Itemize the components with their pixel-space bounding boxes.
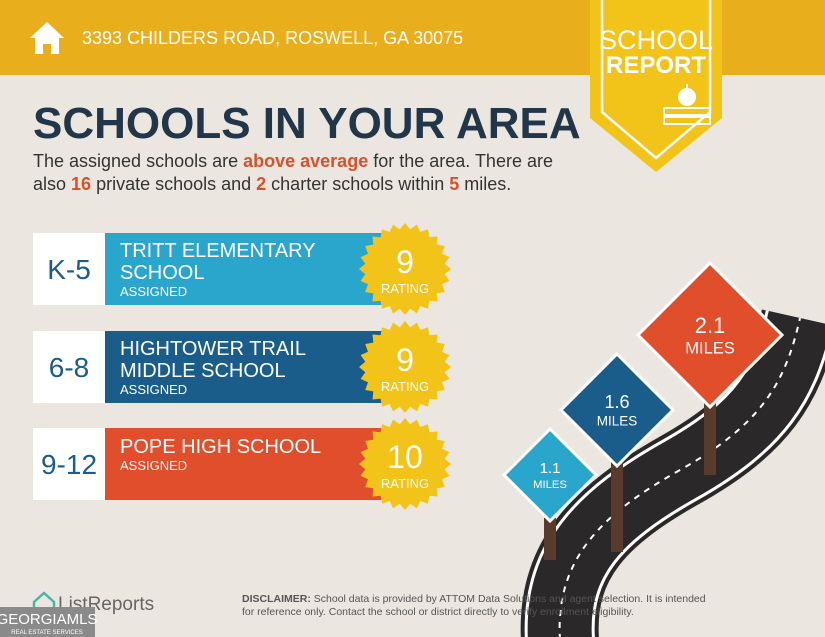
distance-unit: MILES xyxy=(533,479,567,491)
grades: K-5 xyxy=(47,254,91,285)
status: ASSIGNED xyxy=(120,382,187,397)
intro-text: for the area. There are xyxy=(368,151,553,171)
road xyxy=(520,309,825,637)
grades: 9-12 xyxy=(41,449,97,480)
disclaimer-label: DISCLAIMER: xyxy=(242,593,311,605)
distance: 2.1 xyxy=(695,313,726,338)
rating: 9 xyxy=(396,244,414,280)
mls-sub: REAL ESTATE SERVICES xyxy=(11,630,82,636)
school-name: SCHOOL xyxy=(120,262,204,284)
address: 3393 CHILDERS ROAD, ROSWELL, GA 30075 xyxy=(82,28,463,48)
status: ASSIGNED xyxy=(120,284,187,299)
rating-label: RATING xyxy=(381,281,429,296)
school-name: POPE HIGH SCHOOL xyxy=(120,436,321,458)
intro-line: The assigned schools are above average f… xyxy=(33,151,553,171)
distance: 1.1 xyxy=(540,460,561,477)
rating-burst xyxy=(359,321,451,413)
badge-line2: REPORT xyxy=(606,52,706,79)
badge-border xyxy=(600,0,712,160)
disclaimer: DISCLAIMER: School data is provided by A… xyxy=(242,593,706,605)
school-name: HIGHTOWER TRAIL xyxy=(120,338,306,360)
sign-post xyxy=(611,462,623,552)
mls-box xyxy=(0,607,95,637)
school-name: TRITT ELEMENTARY xyxy=(120,240,316,262)
badge-line1: SCHOOL xyxy=(599,25,713,55)
status: ASSIGNED xyxy=(120,458,187,473)
sign-post xyxy=(544,518,556,560)
distance: 1.6 xyxy=(604,392,629,412)
school-name: MIDDLE SCHOOL xyxy=(120,360,286,382)
rating-burst xyxy=(359,418,451,510)
disclaimer: for reference only. Contact the school o… xyxy=(242,606,634,618)
intro-highlight: 16 xyxy=(71,174,91,194)
intro-text: miles. xyxy=(459,174,511,194)
intro-text: The assigned schools are xyxy=(33,151,243,171)
rating: 9 xyxy=(396,342,414,378)
rating-burst xyxy=(359,223,451,315)
rating-label: RATING xyxy=(381,476,429,491)
grade-box xyxy=(33,428,105,500)
distance-unit: MILES xyxy=(597,413,638,428)
disclaimer-text: School data is provided by ATTOM Data So… xyxy=(311,593,706,605)
grade-box xyxy=(33,233,105,305)
sign-post xyxy=(704,400,716,475)
sign xyxy=(558,351,676,469)
intro-highlight: 5 xyxy=(449,174,459,194)
school-bar xyxy=(105,331,387,403)
house-icon xyxy=(30,22,64,54)
grades: 6-8 xyxy=(49,352,89,383)
mls: GEORGIAMLS xyxy=(0,611,97,628)
intro-text: charter schools within xyxy=(266,174,449,194)
rating-label: RATING xyxy=(381,379,429,394)
intro-highlight: 2 xyxy=(256,174,266,194)
grade-box xyxy=(33,331,105,403)
school-bar xyxy=(105,233,387,305)
apple-book-icon xyxy=(663,84,711,125)
school-bar xyxy=(105,428,387,500)
rating: 10 xyxy=(387,439,423,475)
intro-text: private schools and xyxy=(91,174,256,194)
title: SCHOOLS IN YOUR AREA xyxy=(33,99,581,148)
intro-highlight: above average xyxy=(243,151,368,171)
sign xyxy=(635,260,785,410)
sign xyxy=(501,426,599,524)
intro-line: also 16 private schools and 2 charter sc… xyxy=(33,174,511,194)
intro-text: also xyxy=(33,174,71,194)
distance-unit: MILES xyxy=(685,340,735,358)
